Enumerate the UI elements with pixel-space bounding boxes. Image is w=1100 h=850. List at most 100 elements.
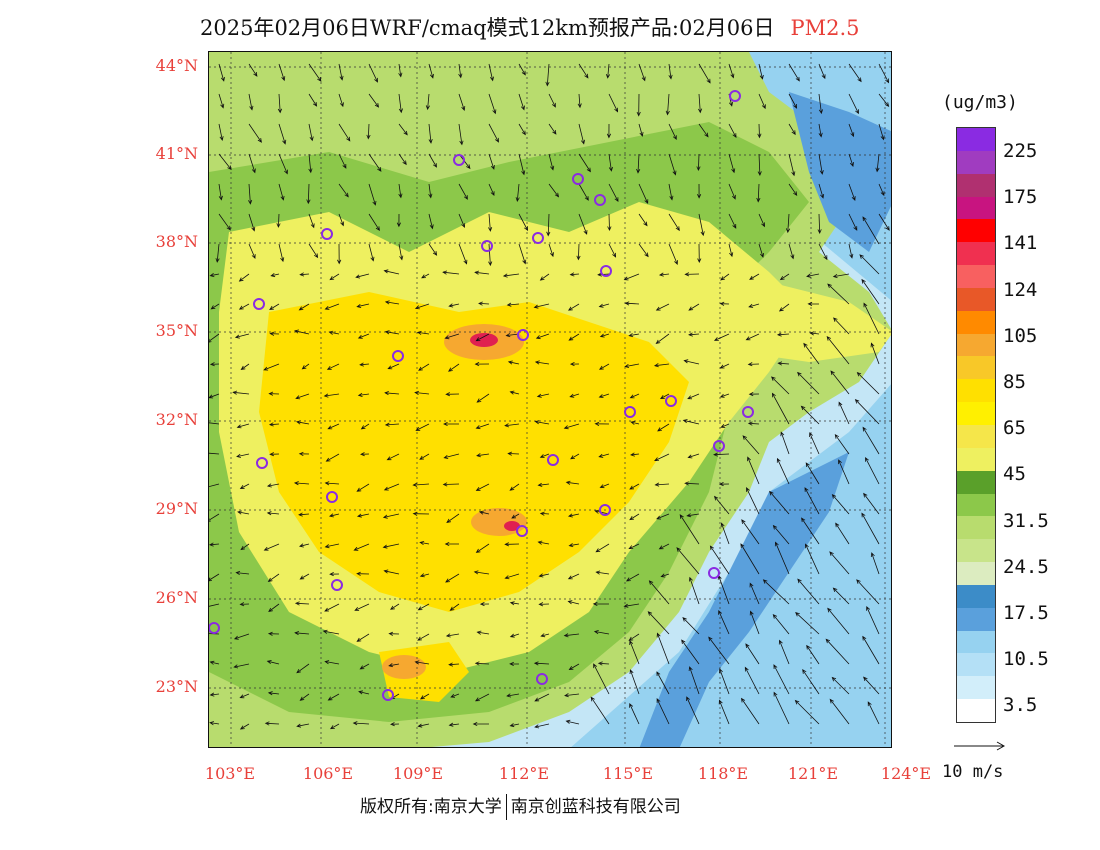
city-marker-icon — [572, 173, 584, 185]
wind-arrow — [505, 333, 520, 338]
wind-arrow — [329, 723, 340, 730]
wind-arrow — [578, 183, 589, 201]
lon-label-118: 118°E — [697, 764, 749, 783]
wind-arrow — [638, 63, 646, 82]
wind-arrow — [684, 272, 700, 277]
legend-swatch — [957, 653, 995, 677]
wind-arrow — [238, 273, 250, 282]
city-marker-icon — [599, 504, 611, 516]
wind-arrow — [535, 333, 550, 340]
wind-arrow — [720, 423, 730, 428]
wind-arrow — [458, 123, 464, 146]
wind-arrow — [448, 662, 460, 667]
wind-arrow — [832, 273, 850, 279]
wind-arrow — [518, 63, 526, 76]
wind-arrow — [569, 272, 580, 277]
wind-arrow — [728, 183, 736, 200]
wind-arrow — [384, 300, 400, 305]
wind-arrow — [720, 273, 730, 281]
wind-arrow — [488, 63, 494, 82]
wind-arrow — [740, 697, 760, 725]
legend-label: 10.5 — [1003, 648, 1049, 671]
wind-arrow — [474, 661, 490, 666]
city-marker-icon — [708, 567, 720, 579]
wind-arrow — [797, 578, 820, 605]
wind-arrow — [778, 639, 790, 665]
legend-swatch — [957, 150, 995, 174]
wind-arrow — [488, 123, 499, 143]
lon-label-124: 124°E — [880, 764, 932, 783]
wind-arrow — [234, 333, 250, 339]
wind-arrow — [327, 693, 340, 701]
wind-arrow — [719, 301, 730, 306]
wind-arrow — [862, 216, 880, 245]
wind-arrow — [628, 633, 640, 641]
wind-arrow — [326, 363, 340, 370]
wind-arrow — [757, 153, 762, 177]
wind-arrow — [358, 690, 370, 695]
wind-arrow — [328, 330, 340, 335]
legend-label: 24.5 — [1003, 555, 1049, 578]
wind-arrow — [209, 483, 220, 488]
wind-arrow — [744, 666, 760, 695]
wind-arrow — [356, 571, 370, 576]
wind-arrow — [608, 243, 617, 258]
wind-arrow — [861, 512, 880, 545]
wind-arrow — [476, 630, 490, 635]
legend-swatch — [957, 424, 995, 448]
wind-arrow — [696, 153, 701, 172]
wind-arrow — [681, 639, 700, 665]
city-markers — [209, 90, 754, 701]
wind-arrow — [209, 513, 220, 522]
wind-arrow — [728, 213, 737, 229]
wind-arrow — [458, 243, 468, 265]
wind-arrow — [718, 482, 730, 487]
lon-label-103: 103°E — [204, 764, 256, 783]
wind-arrow — [209, 573, 220, 582]
wind-arrow — [817, 213, 822, 235]
wind-arrow — [780, 431, 790, 455]
legend-label: 105 — [1003, 324, 1038, 347]
wind-arrow — [338, 153, 347, 169]
city-marker-icon — [481, 240, 493, 252]
copyright-right: 南京创蓝科技有限公司 — [510, 797, 681, 817]
wind-arrow — [502, 273, 520, 278]
wind-arrow — [218, 183, 223, 201]
wind-arrow — [838, 401, 850, 425]
wind-arrow — [507, 360, 520, 365]
wind-arrow — [248, 153, 256, 174]
wind-arrow — [264, 721, 280, 726]
wind-arrow — [537, 540, 550, 545]
wind-arrow — [509, 661, 520, 666]
wind-arrow — [475, 543, 490, 553]
wind-arrow — [788, 153, 796, 177]
wind-arrow — [533, 303, 550, 309]
wind-arrow — [209, 362, 220, 367]
legend-swatch — [957, 173, 995, 197]
wind-arrow — [629, 702, 640, 725]
wind-arrow — [862, 635, 880, 665]
wind-arrow — [476, 453, 490, 458]
wind-arrow — [308, 243, 319, 259]
copyright-left: 版权所有:南京大学 — [360, 797, 502, 817]
wind-arrow — [772, 524, 790, 545]
wind-arrow — [867, 701, 880, 725]
wind-arrow — [294, 329, 310, 335]
wind-arrow — [863, 302, 880, 335]
wind-arrow — [758, 63, 764, 80]
wind-arrow — [325, 453, 340, 462]
wind-arrow — [267, 573, 280, 582]
wind-arrow — [801, 517, 820, 545]
wind-arrow — [773, 691, 790, 725]
wind-arrow — [421, 273, 430, 279]
wind-arrow — [656, 513, 670, 520]
wind-arrow — [534, 420, 550, 425]
wind-arrow — [488, 213, 493, 232]
wind-arrow — [668, 153, 677, 176]
wind-arrow — [518, 243, 527, 265]
wind-arrow — [359, 663, 370, 670]
city-marker-icon — [321, 228, 333, 240]
wind-arrow — [594, 421, 610, 426]
wind-arrow — [684, 481, 700, 486]
city-marker-icon — [665, 395, 677, 407]
